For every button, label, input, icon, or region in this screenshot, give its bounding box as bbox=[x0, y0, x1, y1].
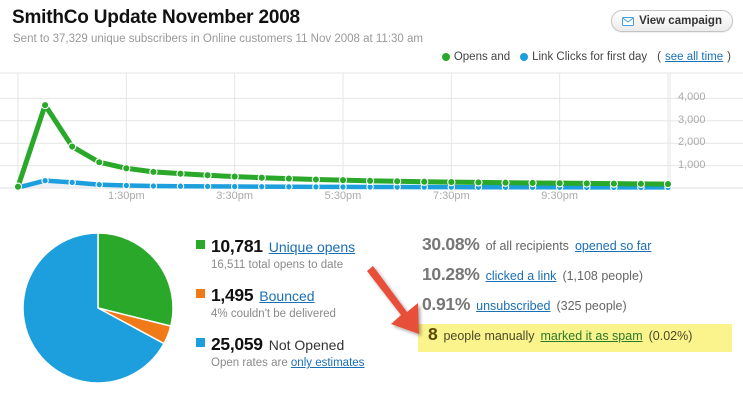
page-subtitle: Sent to 37,329 unique subscribers in Onl… bbox=[13, 33, 423, 45]
stat-color-swatch bbox=[196, 240, 205, 249]
page-header: SmithCo Update November 2008 Sent to 37,… bbox=[0, 0, 743, 52]
legend-dot-clicks bbox=[520, 53, 529, 61]
page-title: SmithCo Update November 2008 bbox=[12, 7, 300, 28]
stat-color-swatch bbox=[196, 289, 205, 298]
pie-slice bbox=[97, 232, 174, 328]
x-axis-tick-label: 1:30pm bbox=[107, 190, 145, 202]
spam-percent-text: (0.02%) bbox=[648, 329, 693, 343]
x-axis-tick-label: 3:30pm bbox=[216, 190, 254, 202]
stat-label[interactable]: Unique opens bbox=[268, 239, 356, 255]
x-axis-tick-label: 9:30pm bbox=[541, 190, 579, 202]
stat-row: 25,059 Not Opened Open rates are only esti… bbox=[196, 334, 396, 369]
rate-link[interactable]: opened so far bbox=[574, 239, 652, 253]
legend-paren-close: ) bbox=[727, 51, 731, 63]
stat-number: 10,781 bbox=[211, 236, 263, 256]
stat-subtext: 16,511 total opens to date bbox=[211, 259, 344, 271]
legend-paren-open: ( bbox=[657, 51, 661, 63]
view-campaign-label: View campaign bbox=[639, 15, 722, 27]
rate-row: 10.28% clicked a link (1,108 people) bbox=[418, 264, 738, 294]
rates-list: 30.08% of all recipients opened so far 10.2… bbox=[418, 234, 738, 352]
rate-suffix-text: (1,108 people) bbox=[562, 269, 644, 283]
rate-link[interactable]: unsubscribed bbox=[476, 299, 551, 313]
rate-percent: 10.28% bbox=[422, 264, 480, 284]
spam-complaints-row: 8 people manually marked it as spam (0.02%) bbox=[418, 324, 732, 352]
rate-row: 30.08% of all recipients opened so far bbox=[418, 234, 738, 264]
stat-number: 1,495 bbox=[211, 285, 254, 305]
chart-legend: Opens and Link Clicks for first day (see… bbox=[441, 51, 731, 63]
y-axis-tick-label: 1,000 bbox=[678, 158, 706, 171]
spam-count: 8 bbox=[428, 324, 438, 344]
y-axis-tick-label: 4,000 bbox=[678, 91, 706, 104]
chart-x-axis-labels: 1:30pm 3:30pm 5:30pm 7:30pm 9:30pm bbox=[0, 190, 743, 208]
see-all-time-link[interactable]: see all time bbox=[664, 51, 724, 63]
pie-chart-svg bbox=[22, 232, 174, 384]
rate-percent: 0.91% bbox=[422, 294, 471, 314]
line-chart-svg bbox=[0, 72, 743, 190]
view-campaign-button[interactable]: View campaign bbox=[611, 10, 733, 32]
rate-prefix-text: of all recipients bbox=[485, 239, 569, 253]
y-axis-tick-label: 3,000 bbox=[678, 113, 706, 126]
y-axis-tick-label: 2,000 bbox=[678, 136, 706, 149]
delivery-pie-chart bbox=[22, 232, 174, 384]
marked-as-spam-link[interactable]: marked it as spam bbox=[540, 329, 643, 343]
stat-row: 1,495 Bounced 4% couldn't be delivered bbox=[196, 285, 396, 320]
stat-label[interactable]: Bounced bbox=[259, 288, 315, 304]
envelope-icon bbox=[622, 16, 635, 26]
x-axis-tick-label: 7:30pm bbox=[432, 190, 470, 202]
stat-subtext: Open rates are only estimates bbox=[211, 357, 365, 369]
summary-section: 10,781 Unique opens 16,511 total opens to … bbox=[0, 222, 743, 407]
legend-label-clicks: Link Clicks for first day bbox=[532, 51, 648, 63]
stat-row: 10,781 Unique opens 16,511 total opens to … bbox=[196, 236, 396, 271]
stat-subtext: 4% couldn't be delivered bbox=[211, 308, 336, 320]
legend-dot-opens bbox=[441, 53, 450, 61]
stats-legend: 10,781 Unique opens 16,511 total opens to … bbox=[196, 236, 396, 383]
pie-slice bbox=[22, 232, 166, 384]
rate-percent: 30.08% bbox=[422, 234, 480, 254]
spam-prefix-text: people manually bbox=[443, 329, 535, 343]
stat-color-swatch bbox=[196, 338, 205, 347]
rate-suffix-text: (325 people) bbox=[556, 299, 627, 313]
rate-row: 0.91% unsubscribed (325 people) bbox=[418, 294, 738, 324]
opens-clicks-line-chart: 1:30pm 3:30pm 5:30pm 7:30pm 9:30pm 1,000 2,00… bbox=[0, 72, 743, 212]
x-axis-tick-label: 5:30pm bbox=[324, 190, 362, 202]
legend-label-opens: Opens and bbox=[453, 51, 511, 63]
stat-label: Not Opened bbox=[268, 337, 345, 353]
stat-number: 25,059 bbox=[211, 334, 263, 354]
stat-subtext-link[interactable]: only estimates bbox=[290, 357, 365, 369]
rate-link[interactable]: clicked a link bbox=[485, 269, 557, 283]
